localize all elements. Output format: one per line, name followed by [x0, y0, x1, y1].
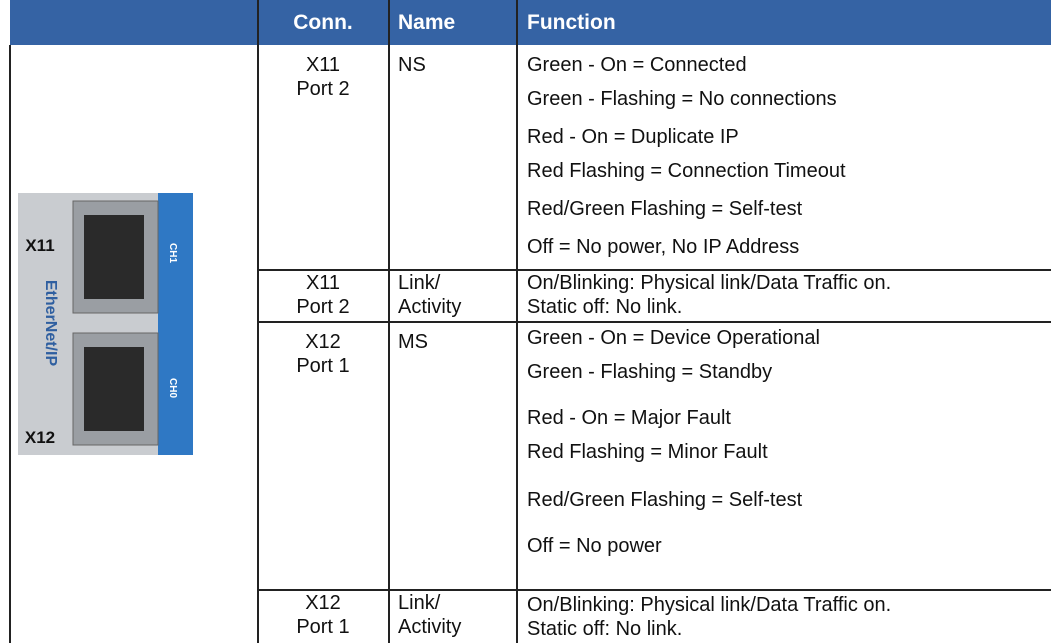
image-label: CH0	[167, 378, 178, 398]
function-text: Red Flashing = Connection Timeout	[527, 160, 846, 182]
function-text: Green - On = Connected	[527, 54, 747, 76]
header-cell: Name	[398, 11, 456, 34]
function-text: Static off: No link.	[527, 296, 683, 318]
image-label: X12	[25, 428, 55, 447]
image-label: EtherNet/IP	[42, 280, 59, 367]
conn-text: Port 2	[296, 296, 350, 318]
connector-image: X11 X12 EtherNet/IP CH1 CH0	[18, 193, 193, 455]
conn-text: Port 2	[296, 78, 350, 100]
header-cell: Function	[527, 11, 616, 34]
row-border	[257, 269, 1051, 271]
function-text: Red - On = Duplicate IP	[527, 126, 739, 148]
function-text: Green - On = Device Operational	[527, 327, 820, 349]
function-text: Green - Flashing = No connections	[527, 88, 837, 110]
conn-text: X12	[305, 592, 341, 614]
name-text: Activity	[398, 296, 462, 318]
image-label: X11	[25, 236, 54, 255]
row-border	[257, 321, 1051, 323]
function-text: Red/Green Flashing = Self-test	[527, 198, 803, 220]
row-border	[257, 589, 1051, 591]
function-text: On/Blinking: Physical link/Data Traffic …	[527, 594, 892, 616]
conn-text: Port 1	[296, 616, 350, 638]
conn-text: X11	[305, 54, 341, 76]
conn-text: X11	[305, 272, 341, 294]
function-text: Red - On = Major Fault	[527, 407, 731, 429]
header-cell: Conn.	[293, 11, 353, 34]
name-text: Link/	[398, 592, 441, 614]
name-text: NS	[398, 54, 426, 76]
name-text: MS	[398, 331, 428, 353]
name-text: Activity	[398, 616, 462, 638]
function-text: Off = No power, No IP Address	[527, 236, 800, 258]
border	[9, 45, 11, 643]
function-text: Red/Green Flashing = Self-test	[527, 489, 803, 511]
conn-text: Port 1	[296, 355, 350, 377]
function-text: Off = No power	[527, 535, 662, 557]
header-bar	[10, 0, 1051, 45]
name-text: Link/	[398, 272, 441, 294]
function-text: Static off: No link.	[527, 618, 683, 640]
conn-text: X12	[305, 331, 341, 353]
function-text: Red Flashing = Minor Fault	[527, 441, 768, 463]
function-text: On/Blinking: Physical link/Data Traffic …	[527, 272, 892, 294]
image-label: CH1	[167, 243, 178, 263]
function-text: Green - Flashing = Standby	[527, 361, 773, 383]
